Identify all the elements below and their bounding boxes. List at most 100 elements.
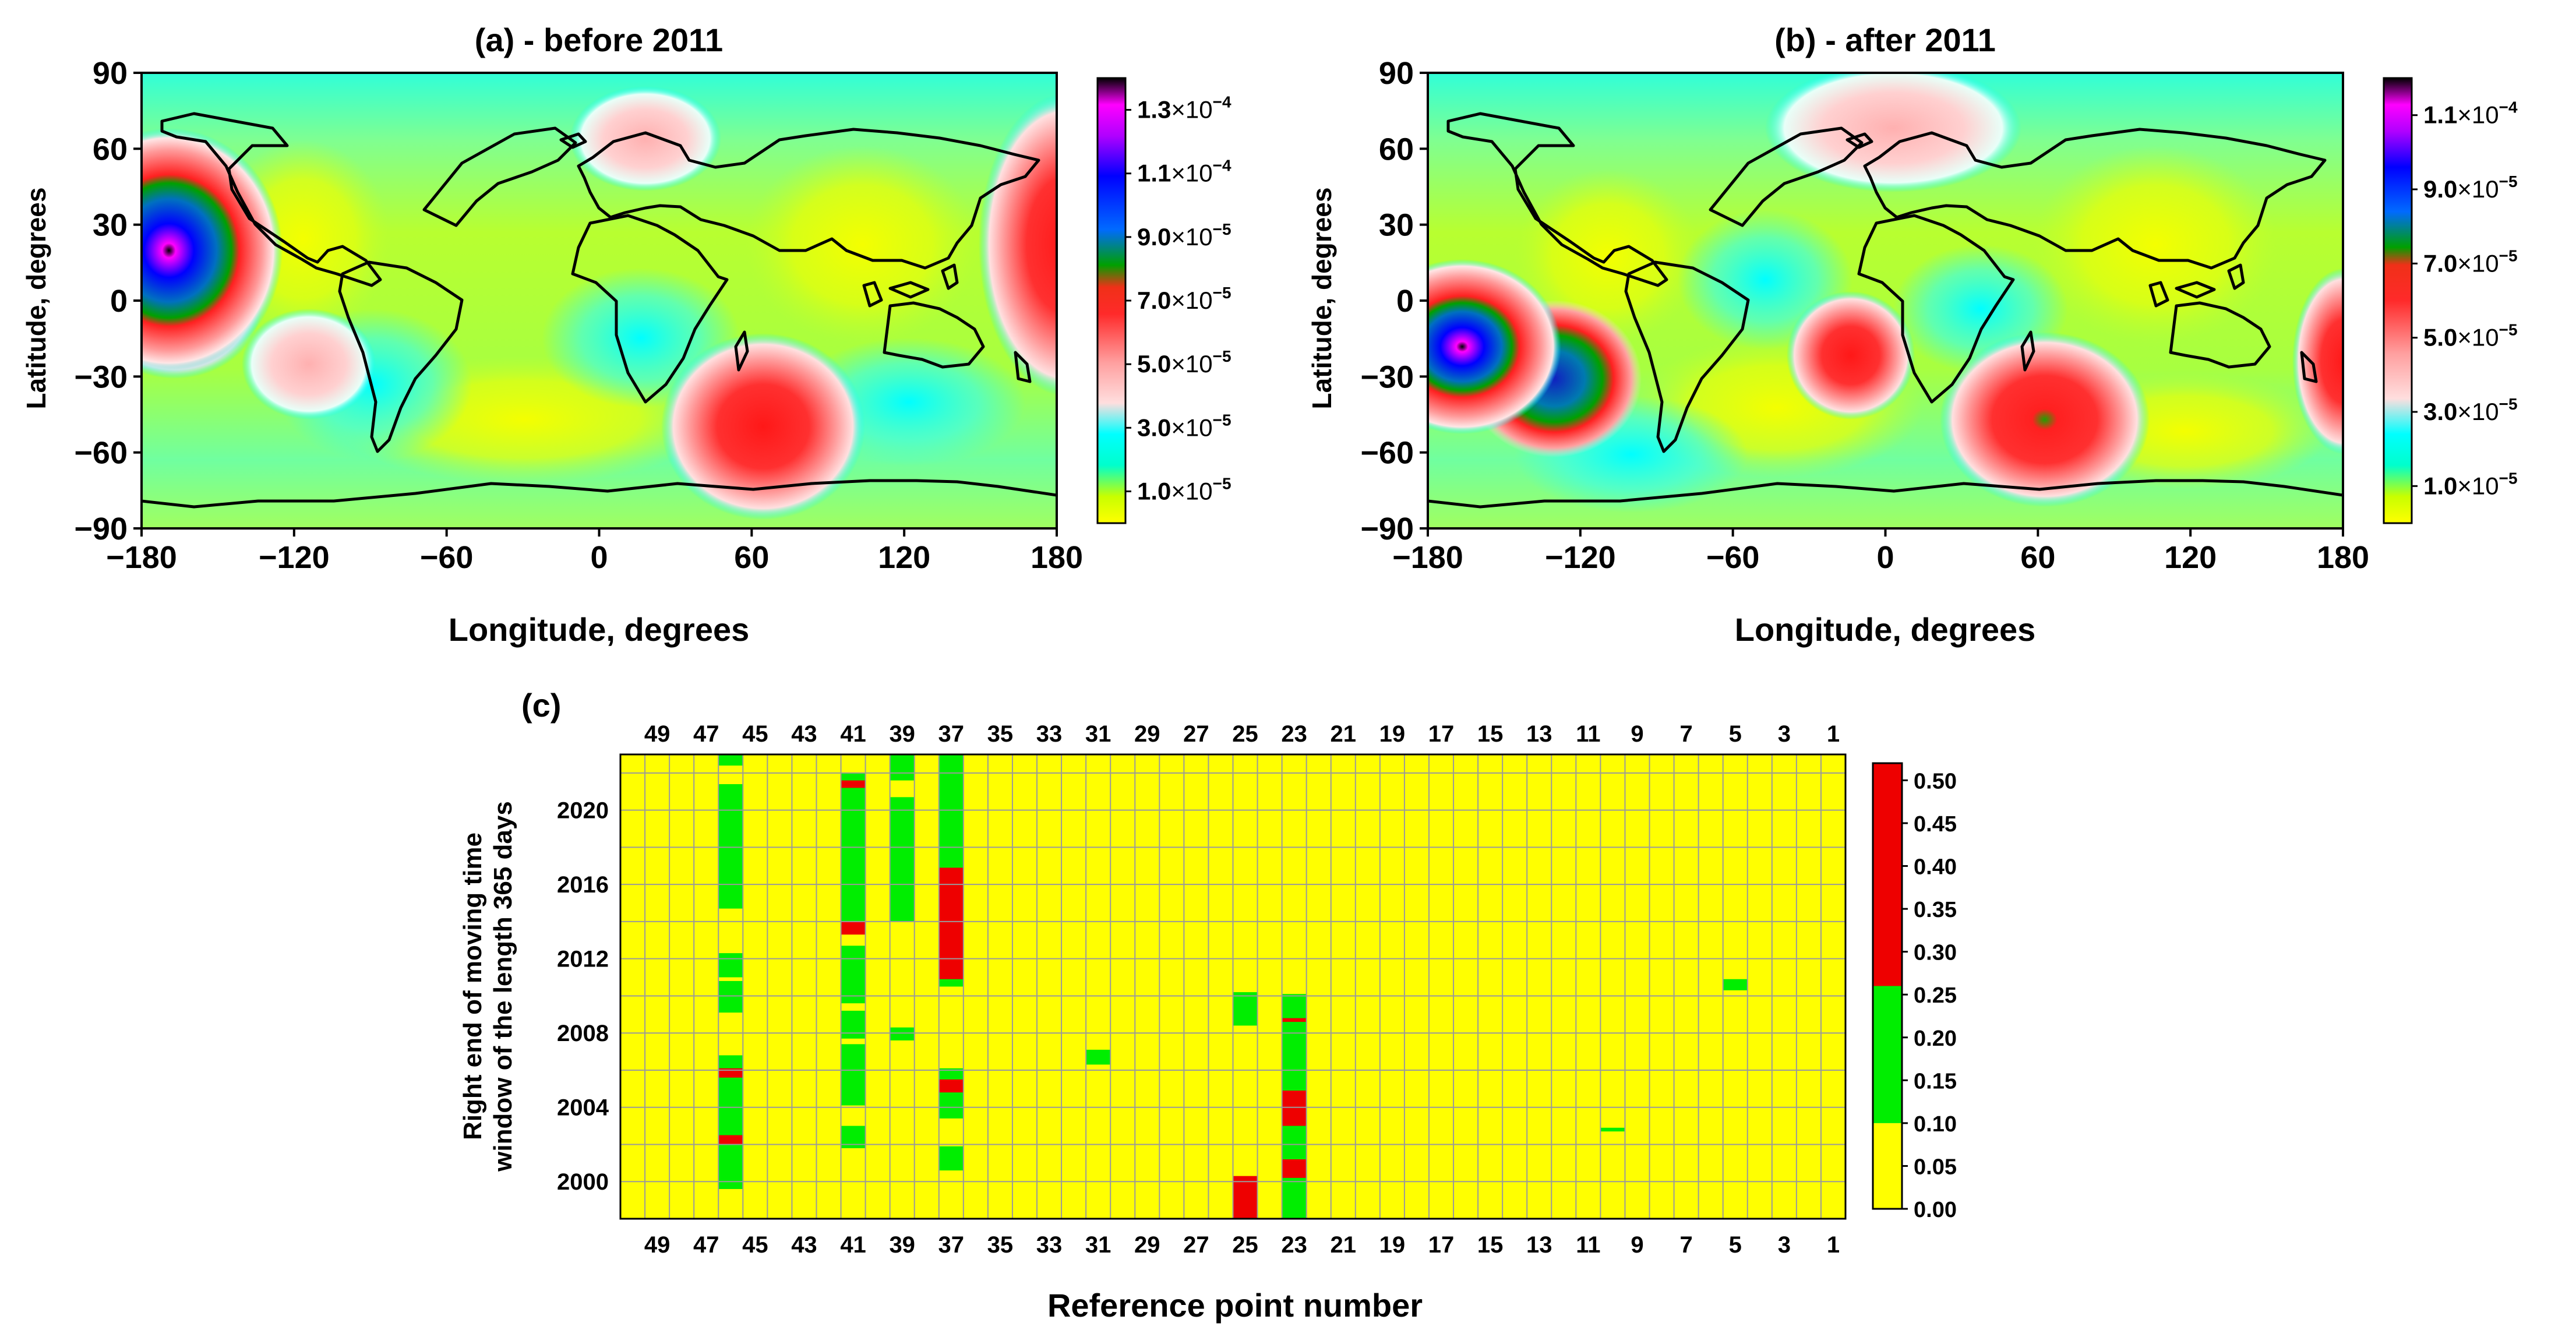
colorbar-label: 5.0×10−5 — [2423, 321, 2518, 351]
x-tick-label: 180 — [2317, 540, 2369, 575]
colorbar-label: 0.35 — [1914, 898, 1957, 922]
panel-c-y-axis: 2020 2016 2012 2008 2004 2000 — [557, 798, 609, 1195]
x-tick-label: 120 — [878, 540, 930, 575]
x-tick-label: −180 — [106, 540, 177, 575]
cell-red — [938, 1079, 964, 1093]
x-tick-label-top: 25 — [1232, 721, 1258, 747]
x-tick-label-top: 49 — [644, 721, 671, 747]
y-tick-label: 0 — [1396, 284, 1414, 319]
x-tick-label-bottom: 27 — [1183, 1232, 1209, 1258]
panel-b-colorbar-labels: 1.1×10−4 9.0×10−5 7.0×10−5 5.0×10−5 3.0×10−5… — [2412, 98, 2518, 499]
colorbar-label: 0.30 — [1914, 941, 1957, 965]
x-tick-label-bottom: 49 — [644, 1232, 671, 1258]
panel-b-y-axis: 90 60 30 0 −30 −60 −90 — [1360, 56, 1428, 546]
cell-green — [890, 797, 915, 922]
colorbar-label: 0.05 — [1914, 1155, 1957, 1179]
x-tick-label-bottom: 37 — [938, 1232, 965, 1258]
y-tick-label: 60 — [1379, 132, 1414, 167]
cell-red — [1233, 1176, 1258, 1219]
colorbar-frame — [1872, 762, 1903, 1210]
x-tick-label: −60 — [1706, 540, 1760, 575]
panel-c-grid — [620, 754, 1845, 1219]
x-tick-label-top: 3 — [1778, 721, 1791, 747]
y-tick-label: −30 — [74, 359, 128, 394]
x-tick-label-top: 23 — [1281, 721, 1307, 747]
x-tick-label: 60 — [2020, 540, 2055, 575]
panel-a-field — [142, 73, 1057, 528]
colorbar-label: 0.25 — [1914, 983, 1957, 1008]
cell-red — [1282, 1091, 1307, 1126]
y-tick-label: 2004 — [557, 1095, 609, 1121]
x-tick-label-bottom: 33 — [1036, 1232, 1063, 1258]
y-tick-label: 30 — [93, 208, 128, 243]
x-tick-label-bottom: 41 — [840, 1232, 866, 1258]
y-tick-label: 2012 — [557, 947, 609, 972]
y-tick-label: 2020 — [557, 798, 609, 824]
x-tick-label-bottom: 15 — [1477, 1232, 1504, 1258]
panel-c-x-axis: 4949474745454343414139393737353533333131… — [644, 721, 1840, 1258]
panel-b-field — [1428, 73, 2343, 528]
x-tick-label-bottom: 1 — [1827, 1232, 1840, 1258]
panel-b-y-label: Latitude, degrees — [1307, 188, 1337, 410]
x-tick-label-top: 21 — [1331, 721, 1357, 747]
x-tick-label-top: 43 — [791, 721, 817, 747]
x-tick-label-bottom: 21 — [1331, 1232, 1357, 1258]
cell-red — [841, 921, 866, 935]
x-tick-label-top: 47 — [693, 721, 719, 747]
colorbar-band — [1873, 986, 1902, 1123]
cell-red — [1282, 1018, 1307, 1022]
x-tick-label-bottom: 39 — [889, 1232, 915, 1258]
x-tick-label-bottom: 11 — [1576, 1232, 1600, 1258]
panel-b-x-label: Longitude, degrees — [1735, 611, 2036, 648]
cell-green — [718, 1055, 743, 1189]
cell-green — [718, 754, 743, 766]
x-tick-label-bottom: 9 — [1631, 1232, 1643, 1258]
panel-a-y-label: Latitude, degrees — [21, 188, 51, 410]
panel-c-y-label: Right end of moving time window of the l… — [458, 801, 517, 1172]
y-tick-label: 2000 — [557, 1169, 609, 1195]
colorbar-label: 7.0×10−5 — [2423, 246, 2518, 277]
y-tick-label: 90 — [1379, 56, 1414, 91]
colorbar-label: 0.45 — [1914, 812, 1957, 837]
y-tick-label: 60 — [93, 132, 128, 167]
colorbar-label: 3.0×10−5 — [1137, 411, 1231, 441]
cell-green — [1233, 992, 1258, 1026]
cell-green — [718, 953, 743, 978]
x-tick-label-bottom: 47 — [693, 1232, 719, 1258]
x-tick-label-top: 39 — [889, 721, 915, 747]
x-tick-label-top: 31 — [1085, 721, 1111, 747]
panel-a-colorbar — [1096, 77, 1127, 524]
cell-red — [718, 1135, 743, 1145]
cell-green — [841, 946, 866, 1004]
colorbar-label: 7.0×10−5 — [1137, 284, 1231, 314]
x-tick-label-top: 41 — [840, 721, 866, 747]
colorbar-label: 9.0×10−5 — [1137, 220, 1231, 251]
x-tick-label: 60 — [734, 540, 769, 575]
panel-a-x-axis: −180 −120 −60 0 60 120 180 — [106, 528, 1083, 575]
y-tick-label: −60 — [74, 436, 128, 471]
cell-green — [841, 1044, 866, 1106]
panel-b-x-axis: −180 −120 −60 0 60 120 180 — [1392, 528, 2369, 575]
x-tick-label-top: 7 — [1679, 721, 1692, 747]
colorbar-label: 1.1×10−4 — [1137, 157, 1231, 187]
x-tick-label-bottom: 35 — [987, 1232, 1014, 1258]
x-tick-label: −120 — [1545, 540, 1616, 575]
x-tick-label-top: 17 — [1428, 721, 1455, 747]
cell-green — [718, 784, 743, 909]
x-tick-label: 180 — [1031, 540, 1083, 575]
y-tick-label: −60 — [1360, 436, 1414, 471]
x-tick-label-bottom: 19 — [1379, 1232, 1406, 1258]
x-tick-label-top: 11 — [1576, 721, 1600, 747]
panel-c-y-label-line-1: Right end of moving time — [458, 832, 487, 1140]
x-tick-label: −180 — [1392, 540, 1463, 575]
panel-a-map: (a) - before 2011 — [21, 22, 1231, 648]
colorbar-label: 1.3×10−4 — [1137, 93, 1231, 124]
coastline-outline-a — [142, 112, 1057, 509]
colorbar-label: 0.15 — [1914, 1069, 1957, 1093]
colorbar-band — [1873, 1123, 1902, 1209]
x-tick-label: −60 — [420, 540, 474, 575]
colorbar-label: 9.0×10−5 — [2423, 172, 2518, 203]
y-tick-label: 90 — [93, 56, 128, 91]
cell-green — [841, 1010, 866, 1039]
colorbar-label: 0.40 — [1914, 855, 1957, 880]
